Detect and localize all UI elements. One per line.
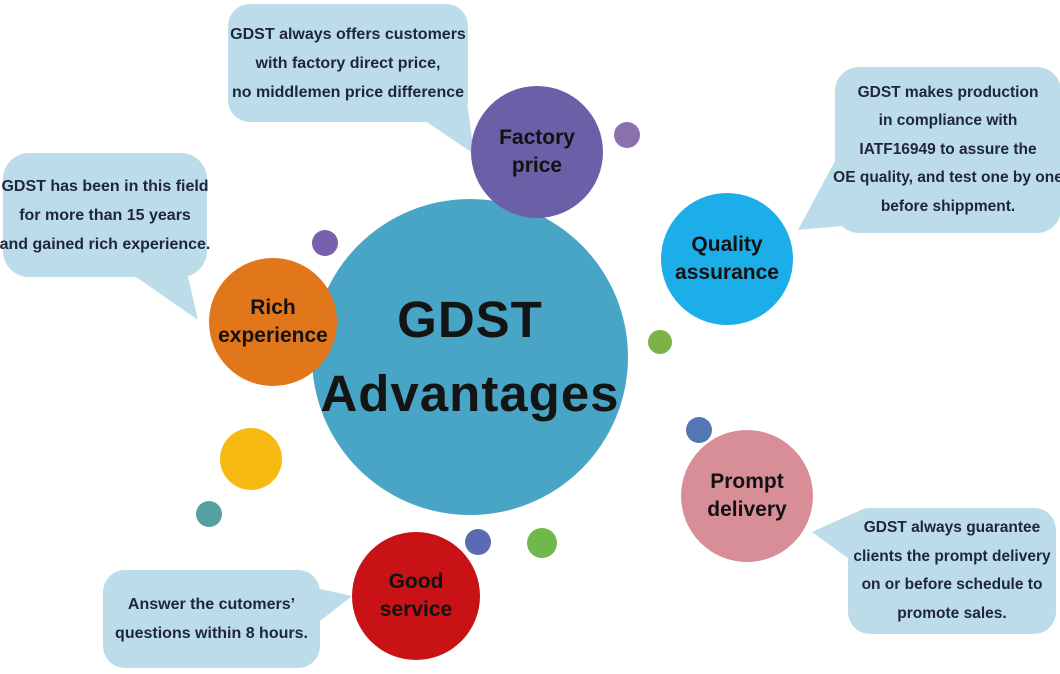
tail-good-service-bubble xyxy=(316,588,352,624)
quality-assurance-label: Quality assurance xyxy=(675,233,779,284)
factory-price-circle: Factory price xyxy=(471,86,603,218)
decor-dot-indigo xyxy=(465,529,491,555)
bubble-text-line: Answer the cutomers’ xyxy=(127,596,296,613)
diagram-title-line2: Advantages xyxy=(320,365,620,422)
bubble-text-line: IATF16949 to assure the xyxy=(859,140,1037,158)
rich-experience-circle: Rich experience xyxy=(209,258,337,386)
bubble-text-line: before shippment. xyxy=(880,197,1016,215)
quality-assurance-circle: Quality assurance xyxy=(661,193,793,325)
decor-dot-yellow xyxy=(220,428,282,490)
speech-bubble-rich-experience: GDST has been in this field for more tha… xyxy=(0,153,211,277)
decor-dot-blue-right xyxy=(686,417,712,443)
bubble-text-line: clients the prompt delivery xyxy=(853,547,1051,565)
bubble-text-line: GDST always guarantee xyxy=(863,519,1041,536)
decor-dot-teal xyxy=(196,501,222,527)
bubble-text-line: no middlemen price difference xyxy=(231,83,465,101)
bubble-text-line: in compliance with xyxy=(878,112,1018,130)
speech-bubble-quality-assurance: GDST makes production in compliance with… xyxy=(833,67,1060,233)
bubble-text-line: questions within 8 hours. xyxy=(115,625,308,642)
bubble-text-line: GDST makes production xyxy=(857,83,1039,101)
prompt-delivery-label: Prompt delivery xyxy=(707,470,787,521)
bubble-text-line: for more than 15 years xyxy=(19,206,191,224)
bubble-text-line: on or before schedule to xyxy=(861,576,1043,593)
bubble-text-line: OE quality, and test one by one xyxy=(833,169,1060,187)
decor-dot-green-right xyxy=(648,330,672,354)
speech-bubble-prompt-delivery: GDST always guarantee clients the prompt… xyxy=(848,508,1056,634)
decor-dot-purple-left xyxy=(312,230,338,256)
diagram-title: GDST Advantages xyxy=(320,283,619,431)
rich-experience-label: Rich experience xyxy=(218,296,328,347)
good-service-label: Good service xyxy=(379,570,453,621)
bubble-text-line: and gained rich experience. xyxy=(0,235,211,253)
good-service-circle: Good service xyxy=(352,532,480,660)
decor-dot-green-bottom xyxy=(527,528,557,558)
factory-price-label: Factory price xyxy=(499,126,575,177)
central-circle: GDST Advantages xyxy=(312,199,628,515)
speech-bubble-factory-price: GDST always offers customers with factor… xyxy=(228,4,468,122)
prompt-delivery-circle: Prompt delivery xyxy=(681,430,813,562)
bubble-text-line: promote sales. xyxy=(897,604,1007,622)
bubble-text-line: with factory direct price, xyxy=(255,54,441,72)
decor-dot-purple-right xyxy=(614,122,640,148)
bubble-text-line: GDST has been in this field xyxy=(1,177,209,195)
diagram-title-line1: GDST xyxy=(397,291,543,348)
speech-bubble-good-service: Answer the cutomers’ questions within 8 … xyxy=(103,570,320,668)
bubble-text-line: GDST always offers customers xyxy=(230,25,466,43)
